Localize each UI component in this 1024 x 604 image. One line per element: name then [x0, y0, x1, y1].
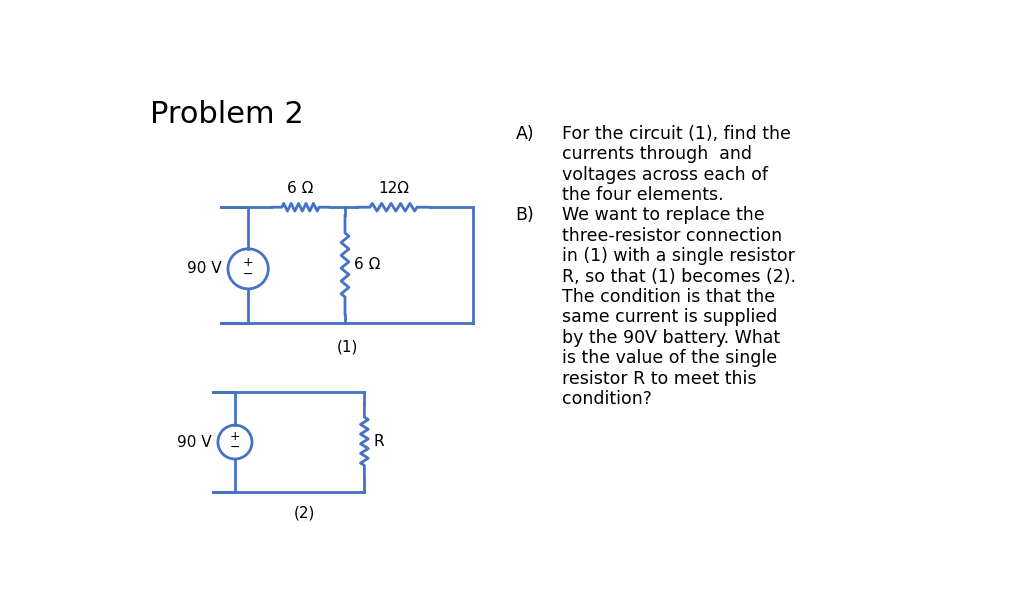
- Text: 6 Ω: 6 Ω: [288, 181, 313, 196]
- Text: (2): (2): [294, 506, 315, 521]
- Text: −: −: [243, 268, 253, 281]
- Text: (1): (1): [336, 339, 357, 355]
- Text: condition?: condition?: [562, 390, 652, 408]
- Text: currents through  and: currents through and: [562, 145, 752, 163]
- Text: 90 V: 90 V: [187, 262, 222, 277]
- Text: the four elements.: the four elements.: [562, 186, 724, 204]
- Text: in (1) with a single resistor: in (1) with a single resistor: [562, 247, 795, 265]
- Text: For the circuit (1), find the: For the circuit (1), find the: [562, 125, 791, 143]
- Text: Problem 2: Problem 2: [150, 100, 303, 129]
- Text: The condition is that the: The condition is that the: [562, 288, 775, 306]
- Text: +: +: [243, 256, 253, 269]
- Text: B): B): [515, 207, 535, 225]
- Text: 90 V: 90 V: [177, 435, 212, 449]
- Text: −: −: [229, 441, 241, 454]
- Text: resistor R to meet this: resistor R to meet this: [562, 370, 757, 388]
- Text: We want to replace the: We want to replace the: [562, 207, 765, 225]
- Text: R, so that (1) becomes (2).: R, so that (1) becomes (2).: [562, 268, 796, 286]
- Text: by the 90V battery. What: by the 90V battery. What: [562, 329, 780, 347]
- Text: same current is supplied: same current is supplied: [562, 309, 777, 327]
- Text: +: +: [229, 431, 241, 443]
- Text: 12Ω: 12Ω: [378, 181, 409, 196]
- Text: three-resistor connection: three-resistor connection: [562, 227, 782, 245]
- Text: R: R: [374, 434, 384, 449]
- Text: voltages across each of: voltages across each of: [562, 165, 768, 184]
- Text: 6 Ω: 6 Ω: [354, 257, 381, 272]
- Text: is the value of the single: is the value of the single: [562, 349, 777, 367]
- Text: A): A): [515, 125, 535, 143]
